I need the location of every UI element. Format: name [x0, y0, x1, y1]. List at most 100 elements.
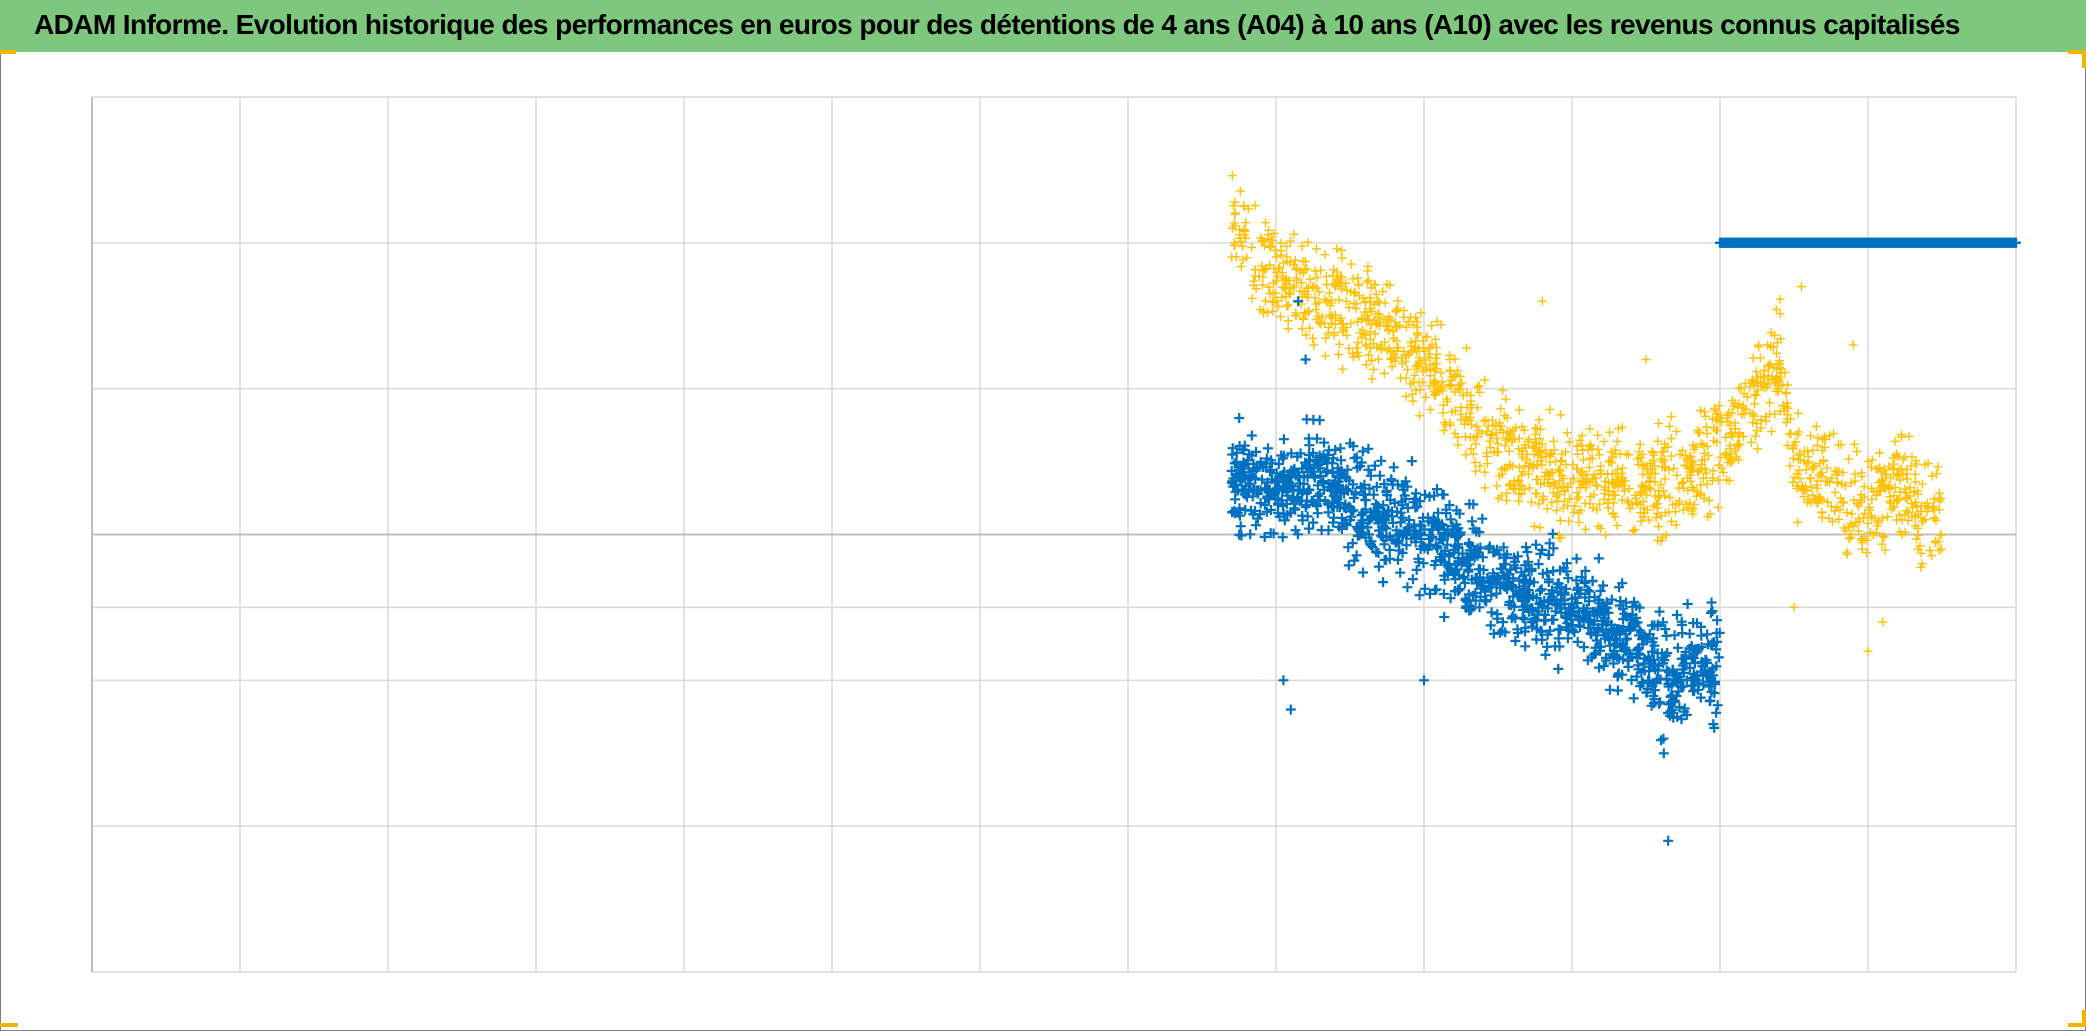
resize-handle-bottom-left[interactable] [0, 1023, 18, 1027]
data-point-series-2 [1696, 406, 1705, 415]
data-point-series-1 [1687, 673, 1698, 683]
data-point-series-1 [1402, 503, 1413, 513]
data-point-series-1 [1688, 618, 1699, 628]
data-point-series-1 [1574, 620, 1585, 631]
data-point-series-1 [1261, 506, 1272, 517]
data-point-series-1 [1335, 443, 1346, 454]
data-point-series-2 [1552, 505, 1561, 515]
data-point-series-2 [1572, 494, 1582, 504]
data-point-series-2 [1477, 428, 1487, 438]
data-point-series-2 [1460, 432, 1470, 442]
data-point-series-1 [1314, 459, 1325, 470]
data-point-series-2 [1382, 346, 1392, 356]
data-point-series-1 [1526, 565, 1537, 576]
data-point-series-2 [1917, 559, 1927, 569]
data-point-series-2 [1492, 434, 1502, 443]
resize-handle-bottom-right[interactable] [2068, 1023, 2086, 1027]
data-point-series-2 [1764, 361, 1774, 371]
data-point-series-1 [1571, 575, 1582, 586]
data-point-series-2 [1893, 469, 1903, 479]
data-point-series-1 [1643, 676, 1654, 687]
data-point-series-2 [1712, 409, 1722, 419]
data-point-series-2 [1875, 448, 1885, 458]
data-point-series-2 [1361, 339, 1371, 349]
data-point-series-1 [1578, 642, 1589, 653]
data-point-series-2 [1901, 469, 1911, 479]
data-point-series-2 [1782, 410, 1792, 420]
data-point-series-2 [1467, 420, 1477, 430]
data-point-series-1 [1418, 512, 1428, 523]
data-point-series-2 [1770, 409, 1780, 419]
data-point-series-2 [1446, 381, 1456, 391]
data-point-series-1 [1356, 482, 1367, 493]
data-point-series-1 [1463, 564, 1474, 575]
data-point-series-2 [1879, 532, 1889, 542]
data-point-series-2 [1650, 477, 1660, 487]
data-point-series-2 [1502, 463, 1512, 473]
data-point-series-2 [1593, 521, 1603, 531]
data-point-series-2 [1871, 528, 1881, 538]
data-point-series-2 [1322, 296, 1332, 306]
data-point-series-1 [1231, 447, 1242, 458]
data-point-series-1 [1345, 438, 1356, 449]
data-point-series-2 [1641, 490, 1651, 500]
data-point-series-1 [1368, 489, 1379, 500]
data-point-series-2 [1839, 498, 1848, 508]
data-point-series-2 [1795, 448, 1805, 458]
data-point-series-1 [1286, 471, 1297, 482]
data-point-series-1 [1246, 505, 1257, 516]
data-point-series-2 [1403, 365, 1413, 375]
resize-handle-right-edge[interactable] [2082, 1010, 2086, 1027]
data-point-series-1 [1582, 585, 1593, 595]
data-point-series-2 [1576, 468, 1586, 478]
data-point-series-2 [1699, 440, 1709, 450]
data-point-series-2 [1349, 287, 1359, 297]
data-point-series-2 [1532, 424, 1542, 434]
data-point-series-2 [1292, 273, 1301, 283]
data-point-series-2 [1812, 476, 1822, 486]
data-point-series-1 [1445, 514, 1456, 525]
resize-handle-top-right[interactable] [2068, 50, 2086, 54]
data-point-series-1 [1442, 539, 1453, 550]
data-point-series-1 [1586, 629, 1597, 640]
data-point-series-2 [1850, 439, 1859, 449]
data-point-series-2 [1750, 399, 1760, 409]
data-point-series-2 [1708, 466, 1718, 476]
data-point-series-2 [1846, 519, 1855, 529]
data-point-series-2 [1515, 481, 1525, 491]
data-point-series-2 [1373, 309, 1383, 318]
data-point-series-1 [1708, 719, 1719, 730]
data-point-series-2 [1912, 534, 1921, 544]
data-point-series-2 [1585, 453, 1595, 463]
data-point-series-1 [1343, 485, 1353, 496]
data-point-series-2 [1496, 491, 1506, 501]
data-point-series-2 [1240, 226, 1249, 236]
data-point-series-2 [1301, 330, 1311, 340]
resize-handle-top-left[interactable] [0, 50, 16, 54]
data-point-series-1 [1372, 502, 1383, 513]
data-point-series-2 [1685, 451, 1695, 461]
data-point-series-1 [1466, 541, 1477, 551]
data-point-series-1 [1365, 470, 1376, 481]
data-point-series-1 [1293, 296, 1304, 307]
data-point-series-2 [1269, 228, 1279, 238]
data-point-series-1 [1582, 655, 1593, 666]
data-point-series-1 [1544, 625, 1555, 636]
data-point-series-2 [1290, 255, 1300, 265]
data-point-series-1 [1669, 695, 1680, 706]
data-point-series-2 [1874, 515, 1884, 525]
data-point-series-2 [1364, 315, 1374, 325]
data-point-series-2 [1653, 436, 1663, 446]
data-point-series-1 [1378, 500, 1389, 511]
resize-handle-top-right-edge[interactable] [2082, 50, 2086, 68]
data-point-series-2 [1527, 497, 1536, 507]
data-point-series-2 [1611, 449, 1621, 459]
data-point-series-1 [1397, 529, 1408, 540]
data-point-series-1 [1618, 614, 1629, 625]
data-point-series-2 [1633, 454, 1643, 464]
data-point-series-2 [1688, 482, 1697, 492]
data-point-series-1 [1679, 703, 1690, 714]
data-point-series-1 [1595, 586, 1606, 596]
data-point-series-1 [1397, 512, 1408, 523]
